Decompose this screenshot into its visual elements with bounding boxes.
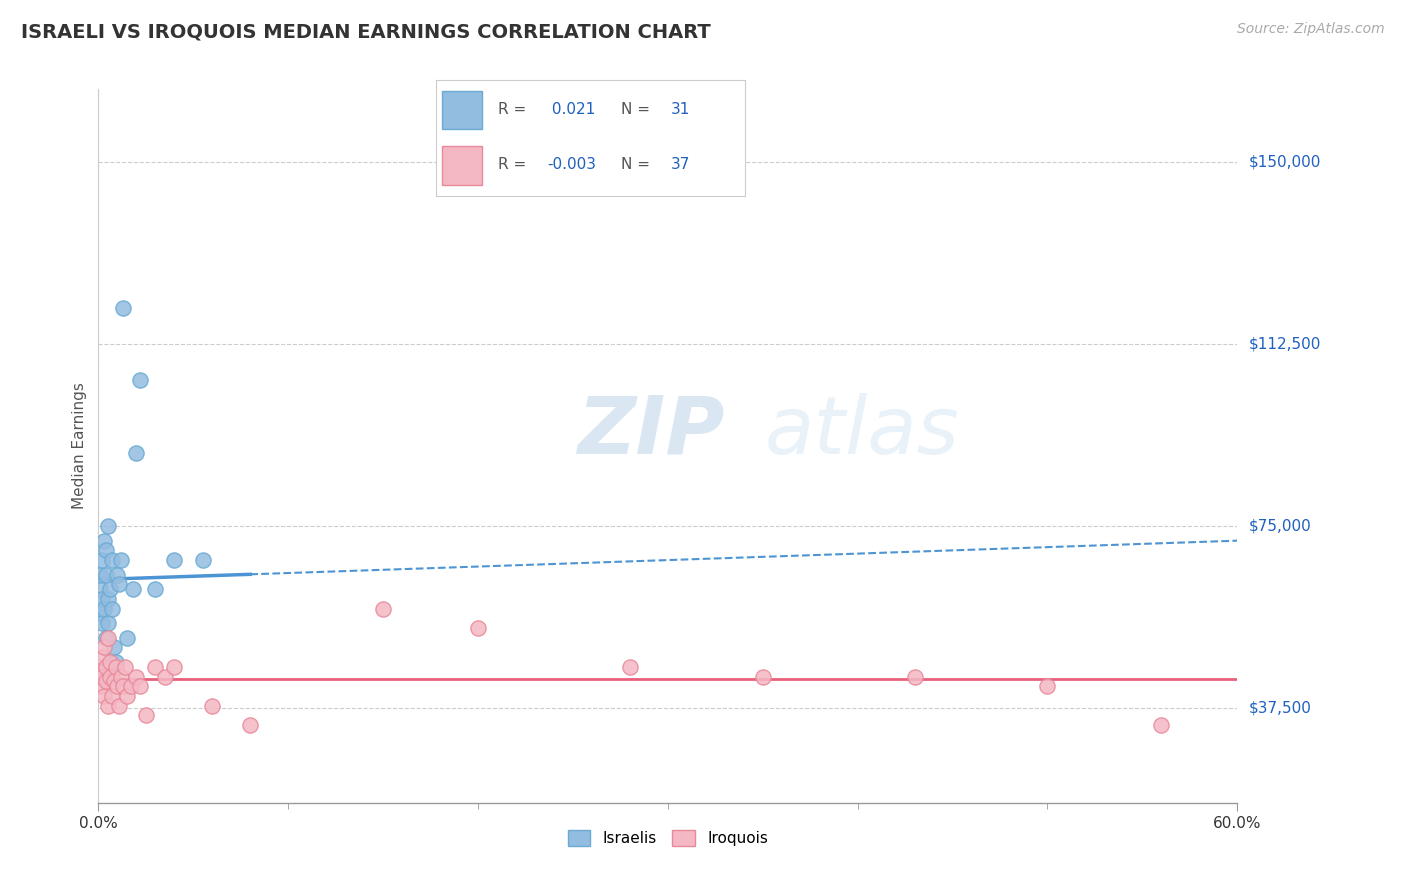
Point xyxy=(1036,679,1059,693)
Point xyxy=(98,665,121,679)
Point xyxy=(91,670,114,684)
Point xyxy=(89,679,111,693)
Point xyxy=(1150,718,1173,732)
FancyBboxPatch shape xyxy=(441,91,482,129)
Text: 37: 37 xyxy=(671,157,690,172)
Point xyxy=(89,567,111,582)
Point xyxy=(104,660,127,674)
Point xyxy=(163,660,186,674)
Text: R =: R = xyxy=(498,157,526,172)
Point xyxy=(129,374,152,388)
Point xyxy=(91,616,114,631)
Point xyxy=(100,689,122,703)
Point xyxy=(135,708,157,723)
Point xyxy=(94,660,117,674)
Text: R =: R = xyxy=(498,102,526,117)
Point xyxy=(97,519,120,533)
Point xyxy=(107,679,129,693)
Text: $150,000: $150,000 xyxy=(1249,154,1320,169)
Point xyxy=(97,631,120,645)
Point xyxy=(145,582,167,597)
Point xyxy=(94,543,117,558)
Point xyxy=(100,553,122,567)
Point xyxy=(108,698,131,713)
Text: N =: N = xyxy=(621,157,651,172)
Point xyxy=(112,679,135,693)
Point xyxy=(752,670,775,684)
Text: Source: ZipAtlas.com: Source: ZipAtlas.com xyxy=(1237,22,1385,37)
Point xyxy=(163,553,186,567)
Point xyxy=(467,621,489,635)
FancyBboxPatch shape xyxy=(441,146,482,185)
Point xyxy=(94,567,117,582)
Y-axis label: Median Earnings: Median Earnings xyxy=(72,383,87,509)
Text: ZIP: ZIP xyxy=(576,392,724,471)
Text: 31: 31 xyxy=(671,102,690,117)
Point xyxy=(114,660,136,674)
Point xyxy=(201,698,224,713)
Text: 0.021: 0.021 xyxy=(547,102,596,117)
Point xyxy=(120,679,142,693)
Point xyxy=(125,446,148,460)
Point xyxy=(89,582,111,597)
Point xyxy=(93,640,115,655)
Point xyxy=(91,650,114,665)
Point xyxy=(125,670,148,684)
Point xyxy=(103,674,125,689)
Point xyxy=(619,660,641,674)
Text: $37,500: $37,500 xyxy=(1249,700,1312,715)
Point xyxy=(100,601,122,615)
Point xyxy=(97,616,120,631)
Point xyxy=(94,674,117,689)
Text: $75,000: $75,000 xyxy=(1249,518,1312,533)
Point xyxy=(145,660,167,674)
Point xyxy=(91,591,114,606)
Point xyxy=(129,679,152,693)
Point xyxy=(115,631,138,645)
Legend: Israelis, Iroquois: Israelis, Iroquois xyxy=(561,824,775,852)
Point xyxy=(97,698,120,713)
Point xyxy=(239,718,262,732)
Point xyxy=(91,553,114,567)
Point xyxy=(371,601,394,615)
Point xyxy=(108,577,131,591)
Point xyxy=(904,670,927,684)
Point xyxy=(98,655,121,669)
Point xyxy=(153,670,176,684)
Point xyxy=(110,670,132,684)
Point xyxy=(98,670,121,684)
Point xyxy=(93,689,115,703)
Text: $112,500: $112,500 xyxy=(1249,336,1320,351)
Text: atlas: atlas xyxy=(765,392,959,471)
Text: -0.003: -0.003 xyxy=(547,157,596,172)
Point xyxy=(115,689,138,703)
Point xyxy=(107,567,129,582)
Text: ISRAELI VS IROQUOIS MEDIAN EARNINGS CORRELATION CHART: ISRAELI VS IROQUOIS MEDIAN EARNINGS CORR… xyxy=(21,22,711,41)
Point xyxy=(93,533,115,548)
Point xyxy=(98,582,121,597)
Point xyxy=(191,553,214,567)
Point xyxy=(112,301,135,315)
Point xyxy=(89,607,111,621)
Point xyxy=(93,601,115,615)
Point xyxy=(89,660,111,674)
Text: N =: N = xyxy=(621,102,651,117)
Point xyxy=(110,553,132,567)
Point xyxy=(121,582,143,597)
Point xyxy=(97,591,120,606)
Point xyxy=(94,631,117,645)
Point xyxy=(103,640,125,655)
Point xyxy=(104,655,127,669)
